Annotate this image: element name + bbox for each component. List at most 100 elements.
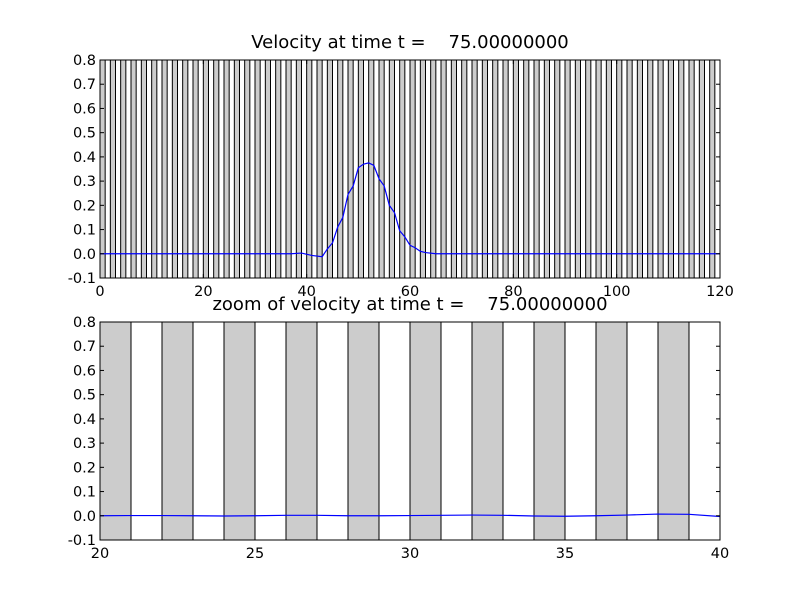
zoom-velocity-x-tick-label: 25 [246, 546, 264, 562]
zoom-velocity-y-tick-label: 0.7 [73, 339, 96, 355]
velocity-band-12 [223, 59, 230, 279]
velocity-x-tick-label: 100 [603, 284, 631, 300]
zoom-velocity-series [99, 513, 721, 518]
zoom-velocity-y-tick-label: 0.5 [73, 388, 96, 404]
velocity-band-10 [202, 59, 209, 279]
zoom-velocity-band-0 [99, 321, 132, 541]
velocity-x-tick-label: 80 [504, 284, 522, 300]
zoom-velocity-y-tick-label: 0.3 [73, 436, 96, 452]
zoom-velocity-band-3 [285, 321, 318, 541]
velocity-x-tick-label: 60 [401, 284, 419, 300]
velocity-band-16 [264, 59, 272, 279]
zoom-velocity-y-tick-label: 0.2 [73, 460, 96, 476]
velocity-band-1 [109, 59, 117, 279]
velocity-band-36 [471, 59, 478, 279]
velocity-band-18 [285, 59, 292, 279]
velocity-series [100, 162, 720, 258]
zoom-velocity-y-tick-label: 0.8 [73, 315, 96, 331]
zoom-velocity-y-tick-label: -0.1 [68, 533, 96, 549]
velocity-band-37 [481, 59, 489, 279]
zoom-velocity-chart-title: zoom of velocity at time t = 75.00000000 [212, 294, 607, 315]
velocity-band-13 [233, 59, 240, 279]
velocity-y-tick-label: -0.1 [68, 271, 96, 287]
velocity-band-33 [440, 59, 447, 279]
velocity-y-tick-label: 0.7 [73, 77, 96, 93]
velocity-band-56 [678, 59, 685, 279]
zoom-velocity-band-4 [347, 321, 380, 541]
zoom-velocity-y-tick-label: 0.4 [73, 412, 96, 428]
velocity-band-38 [492, 59, 499, 279]
velocity-band-19 [295, 59, 303, 279]
zoom-velocity-band-6 [471, 321, 504, 541]
velocity-band-39 [502, 59, 509, 279]
velocity-band-8 [182, 59, 189, 279]
velocity-band-43 [543, 59, 550, 279]
velocity-band-32 [430, 59, 437, 279]
zoom-velocity-y-tick-label: 0.6 [73, 363, 96, 379]
velocity-band-51 [626, 59, 633, 279]
zoom-velocity-x-tick-label: 30 [401, 546, 419, 562]
velocity-band-25 [357, 59, 365, 279]
zoom-velocity-x-ticks: 20 25 30 35 40 [91, 322, 729, 562]
velocity-band-0 [99, 59, 106, 279]
velocity-x-ticks: 0 20 40 60 80 100 120 [95, 60, 734, 300]
velocity-x-tick-label: 40 [297, 284, 315, 300]
velocity-x-tick-label: 20 [194, 284, 212, 300]
velocity-band-14 [244, 59, 251, 279]
zoom-velocity-band-9 [657, 321, 690, 541]
velocity-x-tick-label: 0 [95, 284, 104, 300]
velocity-band-5 [151, 59, 158, 279]
velocity-y-tick-label: 0.1 [73, 223, 96, 239]
velocity-band-35 [461, 59, 468, 279]
velocity-band-27 [378, 59, 385, 279]
zoom-velocity-x-tick-label: 40 [711, 546, 729, 562]
velocity-band-3 [130, 59, 137, 279]
velocity-band-31 [419, 59, 427, 279]
velocity-band-24 [347, 59, 354, 279]
velocity-band-9 [192, 59, 199, 279]
velocity-band-50 [616, 59, 623, 279]
zoom-velocity-y-tick-label: 0.0 [73, 509, 96, 525]
velocity-band-29 [399, 59, 406, 279]
velocity-chart-title: Velocity at time t = 75.00000000 [251, 32, 569, 53]
velocity-band-47 [585, 59, 592, 279]
velocity-band-6 [161, 59, 168, 279]
velocity-band-59 [709, 59, 716, 279]
velocity-band-42 [533, 59, 540, 279]
velocity-band-15 [254, 59, 261, 279]
velocity-y-tick-label: 0.2 [73, 198, 96, 214]
zoom-velocity-band-8 [595, 321, 628, 541]
zoom-velocity-panel: zoom of velocity at time t = 75.00000000… [68, 294, 730, 562]
velocity-band-53 [647, 59, 654, 279]
velocity-band-7 [171, 59, 178, 279]
velocity-band-58 [698, 59, 705, 279]
zoom-velocity-band-2 [223, 321, 256, 541]
zoom-velocity-y-ticks: -0.1 0.0 0.1 0.2 0.3 0.4 0.5 0.6 0.7 0.8 [68, 315, 720, 549]
velocity-band-28 [388, 59, 396, 279]
velocity-y-tick-label: 0.8 [73, 53, 96, 69]
velocity-series-line-0 [100, 162, 720, 258]
velocity-x-tick-label: 120 [706, 284, 734, 300]
velocity-band-44 [554, 59, 561, 279]
velocity-band-54 [657, 59, 664, 279]
velocity-band-4 [140, 59, 147, 279]
velocity-y-tick-label: 0.4 [73, 150, 96, 166]
velocity-band-40 [512, 59, 519, 279]
velocity-panel: Velocity at time t = 75.00000000 0 20 40 60… [68, 32, 734, 300]
velocity-band-17 [275, 59, 282, 279]
zoom-velocity-x-tick-label: 20 [91, 546, 109, 562]
velocity-y-ticks: -0.1 0.0 0.1 0.2 0.3 0.4 0.5 0.6 0.7 0.8 [68, 53, 720, 287]
velocity-band-52 [636, 59, 643, 279]
zoom-velocity-x-tick-label: 35 [556, 546, 574, 562]
velocity-band-45 [564, 59, 571, 279]
velocity-y-tick-label: 0.0 [73, 247, 96, 263]
velocity-band-26 [368, 59, 375, 279]
velocity-band-2 [120, 59, 127, 279]
velocity-band-20 [306, 59, 313, 279]
velocity-band-11 [213, 59, 220, 279]
velocity-band-48 [595, 59, 602, 279]
velocity-band-55 [667, 59, 674, 279]
zoom-velocity-band-1 [161, 321, 194, 541]
